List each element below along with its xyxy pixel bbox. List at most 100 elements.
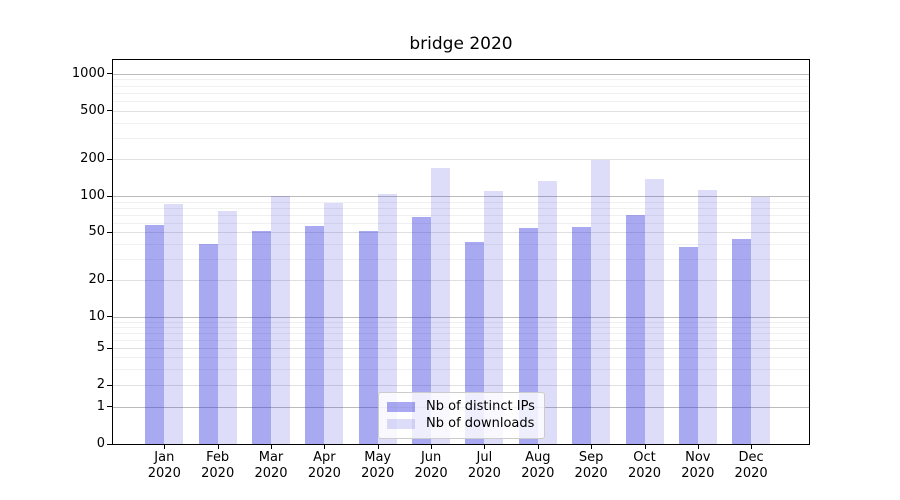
x-tick xyxy=(431,444,433,449)
gridline xyxy=(113,385,809,386)
bar-nb-of-downloads xyxy=(537,180,557,444)
gridline xyxy=(113,348,809,350)
bar-nb-of-distinct-ips xyxy=(305,226,325,444)
legend-item-distinct-ips: Nb of distinct IPs xyxy=(387,399,535,415)
gridline-minor xyxy=(113,201,809,203)
x-tick-label: Jul 2020 xyxy=(467,450,501,481)
x-tick-label: Oct 2020 xyxy=(627,450,662,481)
bar-nb-of-distinct-ips xyxy=(198,244,218,444)
bar-nb-of-downloads xyxy=(377,193,397,444)
gridline xyxy=(113,159,809,161)
bar-nb-of-distinct-ips xyxy=(252,231,271,444)
bar-nb-of-downloads xyxy=(697,190,717,444)
x-tick-label: Nov 2020 xyxy=(681,450,715,481)
chart-title: bridge 2020 xyxy=(409,34,513,54)
x-tick-label: Dec 2020 xyxy=(734,450,768,481)
bar-nb-of-downloads xyxy=(751,196,771,444)
y-tick xyxy=(107,443,112,445)
gridline xyxy=(113,110,809,112)
gridline-minor xyxy=(113,207,809,209)
x-tick xyxy=(217,444,219,449)
x-tick-label: Jan 2020 xyxy=(147,450,181,481)
gridline-minor xyxy=(113,357,809,359)
legend-swatch-distinct-ips xyxy=(387,402,415,412)
y-tick-label: 2 xyxy=(96,377,105,392)
gridline-minor xyxy=(113,259,809,261)
bar-nb-of-distinct-ips xyxy=(732,239,752,444)
bar-nb-of-downloads xyxy=(217,211,237,444)
x-tick xyxy=(377,444,379,449)
x-tick-label: Feb 2020 xyxy=(201,450,235,481)
x-tick xyxy=(537,444,539,449)
gridline-minor xyxy=(113,101,809,102)
y-tick-label: 0 xyxy=(96,436,105,451)
legend-swatch-downloads xyxy=(387,419,415,429)
gridline-major xyxy=(113,73,809,75)
gridline-minor xyxy=(113,214,809,216)
y-tick xyxy=(107,158,112,160)
bar-nb-of-distinct-ips xyxy=(678,246,698,444)
x-tick xyxy=(644,444,646,449)
gridline-minor xyxy=(113,321,809,323)
bar-nb-of-downloads xyxy=(271,196,290,444)
gridline-minor xyxy=(113,326,809,328)
x-tick xyxy=(697,444,699,449)
plot-area xyxy=(113,60,809,444)
gridline-minor xyxy=(113,222,809,224)
spine-top xyxy=(112,59,810,60)
x-tick xyxy=(271,444,272,449)
spine-right xyxy=(809,59,810,445)
y-tick-label: 20 xyxy=(88,272,105,288)
y-tick-label: 500 xyxy=(80,102,105,118)
x-tick xyxy=(324,444,326,449)
spine-left xyxy=(112,59,113,445)
y-tick-label: 5 xyxy=(96,340,105,356)
gridline-major xyxy=(113,316,809,318)
gridline-minor xyxy=(113,340,809,341)
bar-nb-of-downloads xyxy=(164,203,184,444)
spine-bottom xyxy=(112,444,810,445)
y-tick xyxy=(107,195,112,197)
y-tick xyxy=(107,406,112,408)
x-tick xyxy=(751,444,753,449)
x-tick xyxy=(484,444,486,449)
bar-nb-of-distinct-ips xyxy=(518,228,538,444)
legend-item-downloads: Nb of downloads xyxy=(387,416,535,432)
legend: Nb of distinct IPs Nb of downloads xyxy=(378,392,545,439)
y-tick-label: 100 xyxy=(80,188,105,203)
x-tick-label: Mar 2020 xyxy=(254,450,288,481)
bar-nb-of-downloads xyxy=(431,167,451,444)
y-tick-label: 1 xyxy=(96,398,105,414)
y-tick xyxy=(107,110,112,112)
bar-nb-of-distinct-ips xyxy=(572,227,592,444)
y-tick xyxy=(107,279,112,281)
bar-nb-of-downloads xyxy=(591,160,611,444)
x-tick-label: Sep 2020 xyxy=(574,450,608,481)
bar-nb-of-distinct-ips xyxy=(145,225,165,444)
bar-nb-of-distinct-ips xyxy=(358,231,378,444)
y-tick xyxy=(107,384,112,386)
y-tick xyxy=(107,231,112,233)
y-tick-label: 1000 xyxy=(71,65,105,81)
gridline xyxy=(113,280,809,282)
y-tick-label: 10 xyxy=(88,308,105,324)
y-tick-label: 50 xyxy=(88,224,105,240)
legend-label-distinct-ips: Nb of distinct IPs xyxy=(426,399,535,414)
bar-nb-of-downloads xyxy=(324,202,344,444)
x-tick-label: Apr 2020 xyxy=(307,450,341,481)
gridline-minor xyxy=(113,333,809,334)
y-tick xyxy=(107,347,112,349)
y-tick xyxy=(107,73,112,75)
bar-nb-of-downloads xyxy=(644,179,664,444)
gridline-minor xyxy=(113,79,809,81)
x-tick-label: Jun 2020 xyxy=(414,450,448,481)
x-tick-label: May 2020 xyxy=(361,450,395,481)
gridline-minor xyxy=(113,368,809,370)
gridline xyxy=(113,232,809,234)
x-tick xyxy=(164,444,166,449)
gridline-minor xyxy=(113,137,809,139)
legend-label-downloads: Nb of downloads xyxy=(426,416,535,431)
gridline-minor xyxy=(113,122,809,124)
y-tick xyxy=(107,316,112,318)
